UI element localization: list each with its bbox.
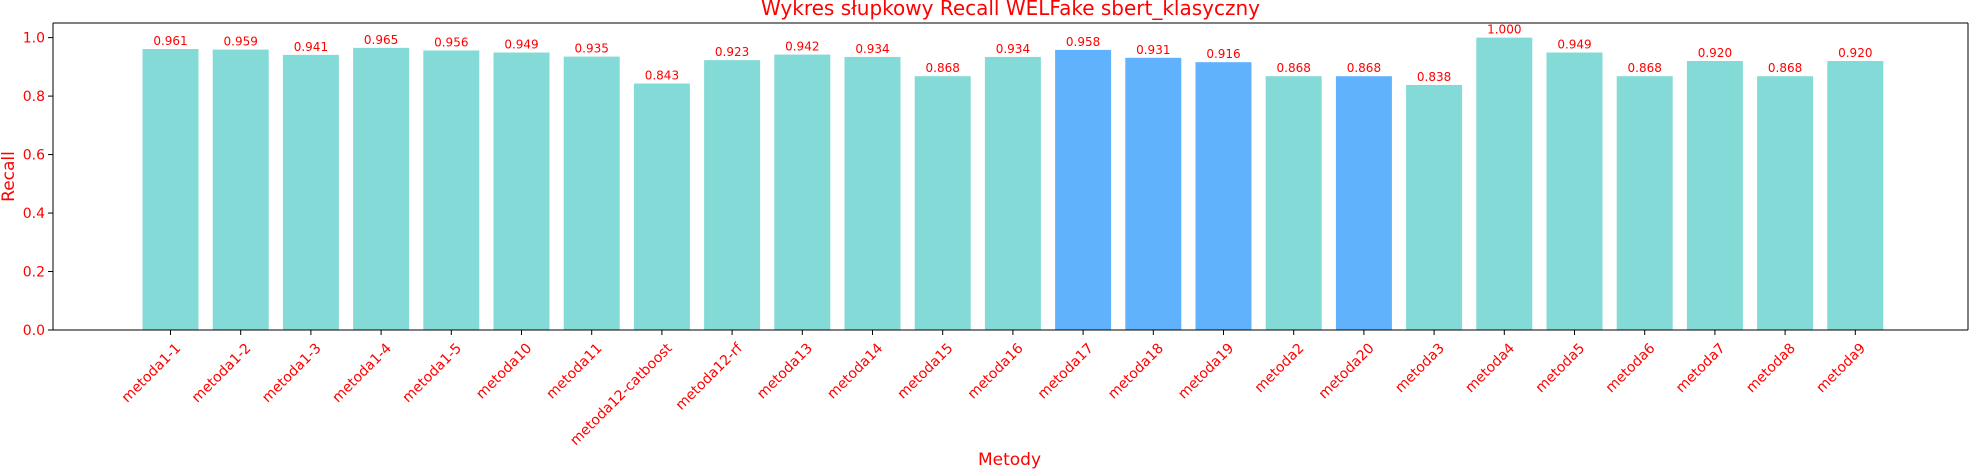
data-label-metoda9: 0.920 — [1838, 46, 1872, 60]
x-tick-label-metoda13: metoda13 — [754, 340, 816, 402]
data-label-metoda5: 0.949 — [1557, 38, 1591, 52]
chart-title: Wykres słupkowy Recall WELFake sbert_kla… — [761, 0, 1260, 20]
x-tick-label-metoda14: metoda14 — [824, 340, 886, 402]
data-label-metoda3: 0.838 — [1417, 70, 1451, 84]
x-tick-label-metoda11: metoda11 — [544, 340, 606, 402]
x-tick-label-metoda1-3: metoda1-3 — [259, 340, 325, 406]
x-tick-label-metoda1-5: metoda1-5 — [400, 340, 466, 406]
x-tick-label-metoda9: metoda9 — [1813, 340, 1869, 396]
y-axis: 0.0 0.2 0.4 0.6 0.8 1.0 — [23, 31, 53, 339]
x-tick-label-metoda1-4: metoda1-4 — [329, 340, 395, 406]
x-tick-label-metoda19: metoda19 — [1175, 340, 1237, 402]
bar-metoda1-1 — [142, 49, 199, 331]
data-label-metoda1-4: 0.965 — [364, 33, 398, 47]
bar-metoda19 — [1195, 62, 1252, 331]
bar-metoda9 — [1827, 61, 1884, 330]
y-tick-label: 0.6 — [23, 148, 45, 164]
x-axis-label: Metody — [978, 450, 1041, 470]
y-tick-label: 0.2 — [23, 265, 45, 281]
x-tick-label-metoda12-rf: metoda12-rf — [673, 340, 747, 414]
data-labels-group: 0.961 0.959 0.941 0.965 0.956 0.949 0.935 0.843… — [153, 23, 1872, 84]
y-tick-label: 0.8 — [23, 89, 45, 105]
data-label-metoda6: 0.868 — [1628, 61, 1662, 75]
bar-metoda15 — [914, 76, 971, 331]
data-label-metoda12-catboost: 0.843 — [645, 69, 679, 83]
data-label-metoda2: 0.868 — [1277, 61, 1311, 75]
bar-metoda7 — [1686, 61, 1743, 330]
y-tick-label: 0.4 — [23, 206, 45, 222]
x-tick-label-metoda5: metoda5 — [1533, 340, 1589, 396]
bar-metoda16 — [984, 56, 1041, 331]
bar-metoda17 — [1055, 49, 1112, 331]
bar-metoda12-catboost — [633, 83, 690, 331]
data-label-metoda1-3: 0.941 — [294, 40, 328, 54]
x-tick-label-metoda1-1: metoda1-1 — [119, 340, 185, 406]
data-label-metoda16: 0.934 — [996, 42, 1030, 56]
bar-metoda8 — [1757, 76, 1814, 331]
bar-metoda12-rf — [704, 60, 761, 330]
data-label-metoda10: 0.949 — [504, 38, 538, 52]
x-tick-label-metoda17: metoda17 — [1035, 340, 1097, 402]
bar-metoda3 — [1406, 84, 1463, 330]
bar-metoda5 — [1546, 52, 1603, 330]
bar-metoda10 — [493, 52, 550, 330]
x-tick-label-metoda8: metoda8 — [1743, 340, 1799, 396]
bar-metoda4 — [1476, 37, 1533, 331]
data-label-metoda12-rf: 0.923 — [715, 45, 749, 59]
data-label-metoda19: 0.916 — [1206, 47, 1240, 61]
bar-metoda1-5 — [423, 50, 480, 330]
bar-metoda6 — [1616, 76, 1673, 331]
data-label-metoda1-1: 0.961 — [153, 34, 187, 48]
bar-metoda20 — [1335, 76, 1392, 331]
data-label-metoda1-5: 0.956 — [434, 35, 468, 49]
data-label-metoda1-2: 0.959 — [224, 35, 258, 49]
x-tick-label-metoda16: metoda16 — [965, 340, 1027, 402]
y-axis-label: Recall — [0, 151, 19, 202]
data-label-metoda15: 0.868 — [926, 61, 960, 75]
bar-metoda1-2 — [212, 49, 269, 331]
x-tick-label-metoda15: metoda15 — [895, 340, 957, 402]
x-tick-label-metoda20: metoda20 — [1316, 340, 1378, 402]
data-label-metoda17: 0.958 — [1066, 35, 1100, 49]
data-label-metoda7: 0.920 — [1698, 46, 1732, 60]
y-tick-label: 1.0 — [23, 31, 45, 47]
bars-group — [142, 37, 1884, 331]
bar-metoda2 — [1265, 76, 1322, 331]
x-tick-label-metoda10: metoda10 — [473, 340, 535, 402]
y-tick-label: 0.0 — [23, 323, 45, 339]
x-tick-label-metoda1-2: metoda1-2 — [189, 340, 255, 406]
bar-metoda14 — [844, 56, 901, 331]
bar-metoda1-3 — [282, 54, 339, 331]
data-label-metoda18: 0.931 — [1136, 43, 1170, 57]
bar-metoda13 — [774, 54, 831, 330]
x-tick-label-metoda2: metoda2 — [1252, 340, 1308, 396]
bar-metoda1-4 — [353, 47, 410, 330]
x-tick-label-metoda4: metoda4 — [1462, 340, 1518, 396]
bar-metoda18 — [1125, 57, 1182, 330]
x-tick-label-metoda18: metoda18 — [1105, 340, 1167, 402]
x-axis: metoda1-1 metoda1-2 metoda1-3 metoda1-4 meto… — [119, 330, 1869, 449]
data-label-metoda14: 0.934 — [855, 42, 889, 56]
x-tick-label-metoda3: metoda3 — [1392, 340, 1448, 396]
x-tick-label-metoda7: metoda7 — [1673, 340, 1729, 396]
data-label-metoda4: 1.000 — [1487, 23, 1521, 37]
x-tick-label-metoda6: metoda6 — [1603, 340, 1659, 396]
data-label-metoda20: 0.868 — [1347, 61, 1381, 75]
bar-metoda11 — [563, 56, 620, 331]
data-label-metoda11: 0.935 — [575, 42, 609, 56]
data-label-metoda8: 0.868 — [1768, 61, 1802, 75]
data-label-metoda13: 0.942 — [785, 40, 819, 54]
